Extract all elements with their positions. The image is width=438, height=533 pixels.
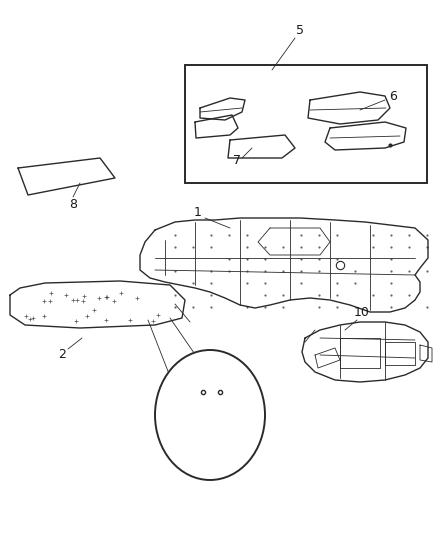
- Text: 8: 8: [69, 198, 77, 212]
- Text: 10: 10: [354, 306, 370, 319]
- Text: 6: 6: [389, 90, 397, 102]
- Ellipse shape: [155, 350, 265, 480]
- Text: 7: 7: [233, 155, 241, 167]
- Text: 1: 1: [194, 206, 202, 220]
- Text: 2: 2: [58, 349, 66, 361]
- Bar: [185, 65, 427, 183]
- Text: 5: 5: [296, 23, 304, 36]
- Text: 3: 3: [206, 455, 214, 467]
- Text: 4: 4: [218, 372, 226, 384]
